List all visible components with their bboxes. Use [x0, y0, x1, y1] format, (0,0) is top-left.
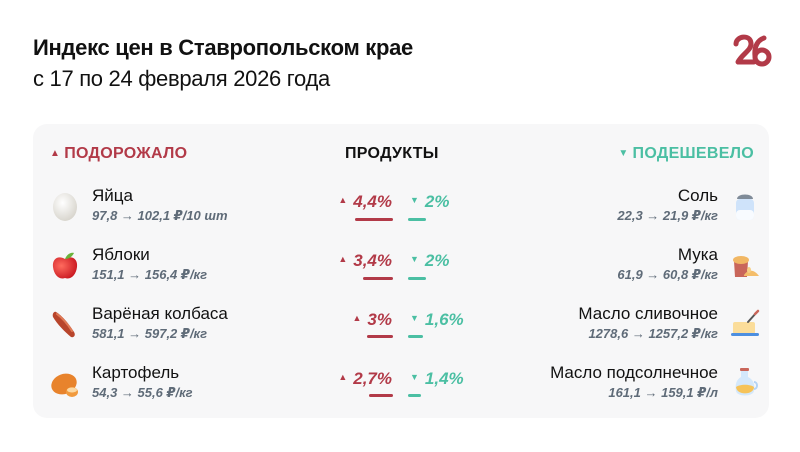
triangle-up-icon: ▲ [338, 372, 348, 382]
price-down-percent: ▼ 2% [410, 192, 450, 211]
sausage-icon [52, 311, 75, 338]
price-up-header: ▲ ПОДОРОЖАЛО [50, 145, 188, 162]
logo-26-icon [733, 34, 772, 67]
triangle-up-icon: ▲ [338, 254, 348, 264]
price-up-percent: ▲ 3% [352, 310, 393, 329]
triangle-up-icon: ▲ [352, 313, 362, 323]
price-up-item: Яблоки 151,1 → 156,4 ₽/кг [50, 245, 310, 291]
triangle-down-icon: ▼ [410, 254, 419, 264]
triangle-up-icon: ▲ [338, 195, 348, 205]
triangle-down-icon: ▼ [410, 372, 419, 382]
price-up-percent: ▲ 4,4% [338, 192, 392, 211]
underline-bar [408, 335, 423, 338]
page-subtitle: с 17 по 24 февраля 2026 года [33, 66, 330, 91]
products-header: ПРОДУКТЫ [345, 145, 439, 162]
price-down-item: Мука 61,9 → 60,8 ₽/кг [460, 245, 760, 291]
underline-bar [408, 394, 421, 397]
underline-bar [363, 277, 393, 280]
price-down-item: Масло подсолнечное 161,1 → 159,1 ₽/л [460, 363, 760, 409]
price-down-percent: ▼ 1,4% [410, 369, 464, 388]
underline-bar [367, 335, 393, 338]
egg-icon [53, 193, 77, 221]
oil-bottle-icon [735, 368, 758, 396]
potato-icon [51, 373, 78, 397]
triangle-down-icon: ▼ [410, 313, 419, 323]
underline-bar [408, 277, 426, 280]
underline-bar [408, 218, 426, 221]
salt-shaker-icon [736, 194, 754, 220]
price-up-percent: ▲ 2,7% [338, 369, 392, 388]
flour-sack-icon [733, 256, 759, 277]
underline-bar [369, 394, 393, 397]
triangle-up-icon: ▲ [50, 148, 61, 159]
triangle-down-icon: ▼ [618, 148, 629, 159]
price-down-percent: ▼ 2% [410, 251, 450, 270]
price-down-item: Соль 22,3 → 21,9 ₽/кг [460, 186, 760, 232]
price-up-item: Яйца 97,8 → 102,1 ₽/10 шт [50, 186, 310, 232]
apple-icon [52, 252, 78, 279]
page-title: Индекс цен в Ставропольском крае [33, 35, 413, 60]
price-up-percent: ▲ 3,4% [338, 251, 392, 270]
price-down-item: Масло сливочное 1278,6 → 1257,2 ₽/кг [460, 304, 760, 350]
price-down-header: ▼ ПОДЕШЕВЕЛО [618, 145, 754, 162]
price-up-item: Варёная колбаса 581,1 → 597,2 ₽/кг [50, 304, 310, 350]
price-up-item: Картофель 54,3 → 55,6 ₽/кг [50, 363, 310, 409]
price-down-percent: ▼ 1,6% [410, 310, 464, 329]
underline-bar [355, 218, 393, 221]
triangle-down-icon: ▼ [410, 195, 419, 205]
butter-icon [731, 309, 760, 336]
price-index-card [33, 124, 769, 418]
